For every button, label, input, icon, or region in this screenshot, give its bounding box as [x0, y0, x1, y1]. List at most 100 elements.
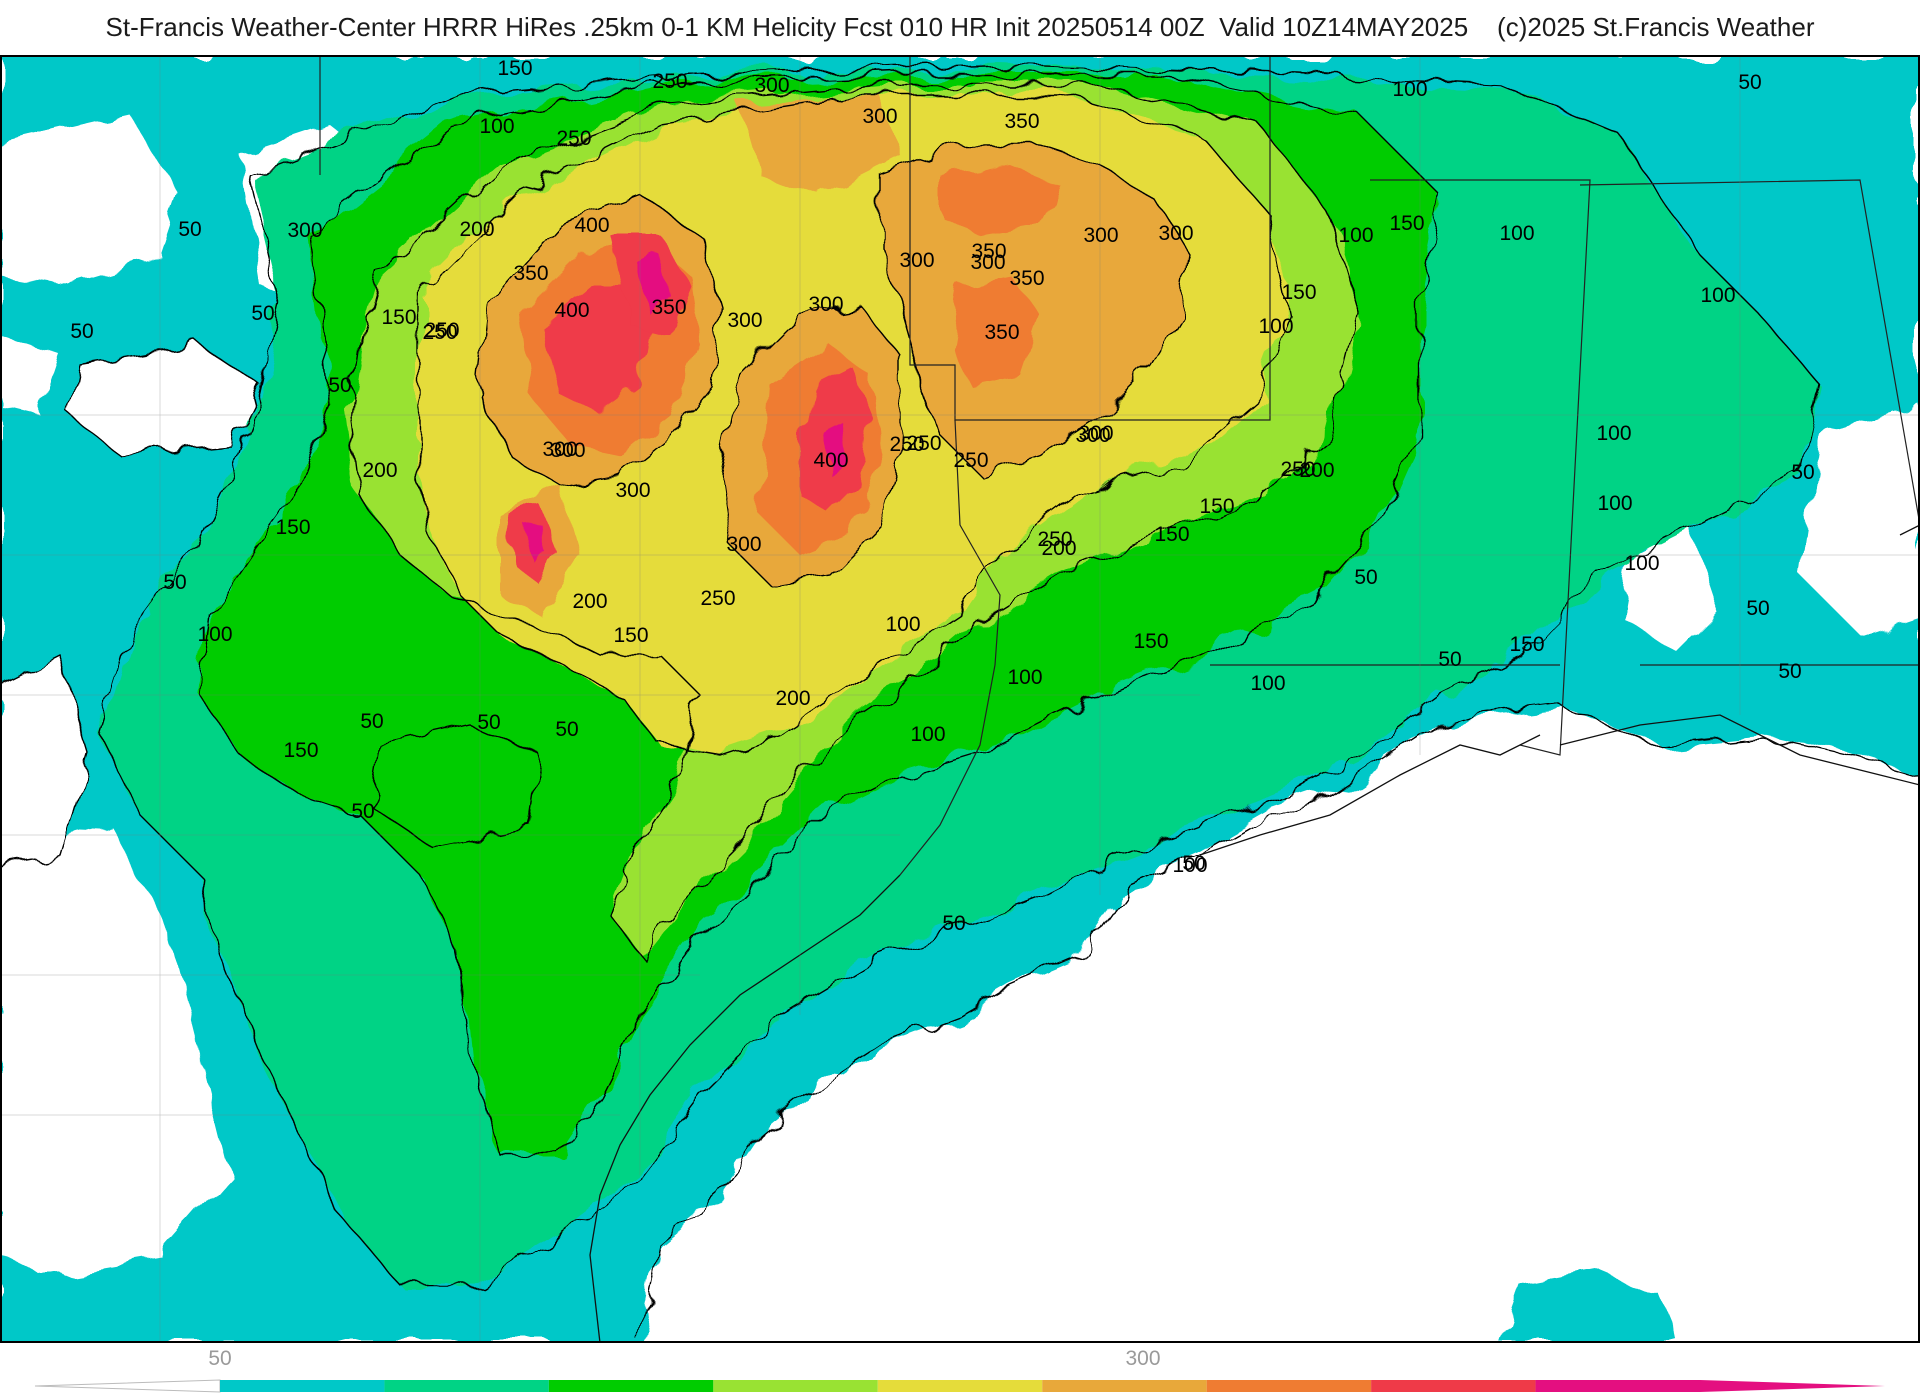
contour-label-250: 250: [424, 319, 459, 342]
contour-label-200: 200: [1299, 459, 1334, 482]
contour-label-250: 250: [652, 70, 687, 93]
contour-label-300: 300: [970, 251, 1005, 274]
contour-lines: [0, 64, 1920, 1343]
colorbar-over-arrow: [1700, 1380, 1885, 1392]
state-boundaries: [319, 55, 1920, 876]
contour-label-50: 50: [351, 800, 374, 823]
contour-label-350: 350: [651, 296, 686, 319]
contour-label-350: 350: [984, 321, 1019, 344]
contour-label-300: 300: [727, 309, 762, 332]
contour-label-200: 200: [775, 687, 810, 710]
contour-label-300: 300: [1083, 224, 1118, 247]
contour-label-50: 50: [1182, 852, 1205, 875]
contour-label-50: 50: [251, 302, 274, 325]
contour-label-300: 300: [862, 105, 897, 128]
contour-label-50: 50: [360, 710, 383, 733]
contour-label-150: 150: [1199, 495, 1234, 518]
contour-label-250: 250: [889, 433, 924, 456]
contour-label-300: 300: [1158, 222, 1193, 245]
map-title: St-Francis Weather-Center HRRR HiRes .25…: [105, 12, 1815, 42]
contour-label-100: 100: [1007, 666, 1042, 689]
contour-label-50: 50: [178, 218, 201, 241]
contour-label-100: 100: [910, 723, 945, 746]
contour-label-200: 200: [362, 459, 397, 482]
contour-label-350: 350: [971, 240, 1006, 263]
contour-label-200: 200: [572, 590, 607, 613]
contour-label-150: 150: [1389, 212, 1424, 235]
contour-label-250: 250: [1280, 458, 1315, 481]
contour-label-50: 50: [1354, 566, 1377, 589]
colorbar-bin-2: [384, 1380, 549, 1392]
contour-label-400: 400: [554, 299, 589, 322]
contour-label-100: 100: [1392, 78, 1427, 101]
contour-label-300: 300: [542, 438, 577, 461]
map-frame: [0, 55, 1920, 1343]
contour-label-50: 50: [1778, 660, 1801, 683]
contour-label-200: 200: [1041, 537, 1076, 560]
contour-label-300: 300: [754, 74, 789, 97]
contour-label-100: 100: [479, 115, 514, 138]
contour-label-200: 200: [459, 218, 494, 241]
colorbar-bin-3: [548, 1380, 714, 1392]
band-400-plus: [510, 235, 870, 585]
contour-label-150: 150: [1133, 630, 1168, 653]
contour-label-250: 250: [953, 449, 988, 472]
colorbar-tick-300: 300: [1125, 1347, 1160, 1370]
contour-label-300: 300: [1078, 422, 1113, 445]
contour-label-150: 150: [1154, 523, 1189, 546]
contour-label-300: 300: [287, 219, 322, 242]
contour-label-300: 300: [1075, 424, 1110, 447]
contour-label-150: 150: [381, 306, 416, 329]
contour-label-300: 300: [726, 533, 761, 556]
contour-label-150: 150: [283, 739, 318, 762]
colorbar-bin-1: [220, 1380, 385, 1392]
colorbar-bin-9: [1535, 1380, 1700, 1392]
county-lines: [0, 55, 1920, 1343]
contour-label-100: 100: [1338, 224, 1373, 247]
contour-label-50: 50: [328, 374, 351, 397]
contour-label-250: 250: [700, 587, 735, 610]
contour-label-150: 150: [497, 57, 532, 80]
contour-label-300: 300: [899, 249, 934, 272]
colorbar-tick-50: 50: [208, 1347, 231, 1370]
contour-label-100: 100: [197, 623, 232, 646]
contour-label-50: 50: [1746, 597, 1769, 620]
contour-label-100: 100: [1624, 552, 1659, 575]
contour-label-100: 100: [1258, 315, 1293, 338]
contour-label-50: 50: [70, 320, 93, 343]
colorbar-legend: 50 300: [34, 1347, 1885, 1393]
contour-label-250: 250: [556, 127, 591, 150]
contour-label-100: 100: [1172, 854, 1207, 877]
contour-label-300: 300: [808, 293, 843, 316]
contour-label-50: 50: [477, 711, 500, 734]
contour-label-400: 400: [813, 449, 848, 472]
contour-label-150: 150: [275, 516, 310, 539]
colorbar-bin-4: [713, 1380, 878, 1392]
contour-label-50: 50: [555, 718, 578, 741]
contour-label-300: 300: [615, 479, 650, 502]
contour-label-100: 100: [1596, 422, 1631, 445]
contour-label-50: 50: [1738, 71, 1761, 94]
colorbar-bin-7: [1206, 1380, 1372, 1392]
contour-label-150: 150: [613, 624, 648, 647]
contour-label-100: 100: [885, 613, 920, 636]
contour-label-100: 100: [1700, 284, 1735, 307]
colorbar-bin-5: [877, 1380, 1043, 1392]
contour-label-250: 250: [906, 432, 941, 455]
coastline: [589, 524, 1920, 1343]
contour-label-100: 100: [1597, 492, 1632, 515]
contour-label-100: 100: [1499, 222, 1534, 245]
contour-label-250: 250: [422, 321, 457, 344]
contour-label-100: 100: [1250, 672, 1285, 695]
contour-label-50: 50: [1438, 648, 1461, 671]
contour-label-50: 50: [1791, 461, 1814, 484]
colorbar-bin-6: [1042, 1380, 1207, 1392]
contour-label-50: 50: [942, 912, 965, 935]
colorbar-bin-8: [1371, 1380, 1536, 1392]
contour-label-350: 350: [1009, 267, 1044, 290]
contour-label-300: 300: [550, 439, 585, 462]
colorbar-under-arrow: [34, 1379, 221, 1393]
contour-label-400: 400: [574, 214, 609, 237]
